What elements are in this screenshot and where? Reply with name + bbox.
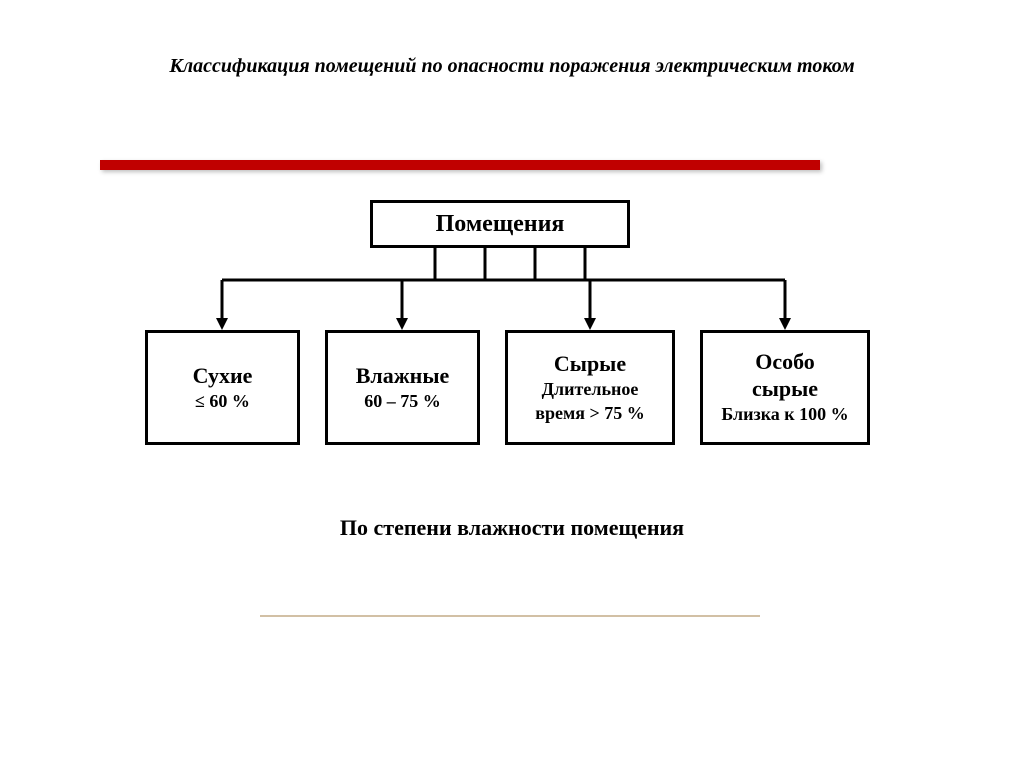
child-node-damp: Сырые Длительное время > 75 % <box>505 330 675 445</box>
child-node-very-damp: Особо сырые Близка к 100 % <box>700 330 870 445</box>
root-label: Помещения <box>436 211 565 238</box>
child-sub: время > 75 % <box>535 403 644 425</box>
child-sub: Длительное <box>542 379 639 401</box>
child-node-dry: Сухие ≤ 60 % <box>145 330 300 445</box>
accent-bar <box>100 160 820 170</box>
child-node-humid: Влажные 60 – 75 % <box>325 330 480 445</box>
classification-diagram: Помещения Сухие ≤ 60 % Влажные 60 – 75 %… <box>145 200 865 460</box>
diagram-caption: По степени влажности помещения <box>0 515 1024 541</box>
slide-title: Классификация помещений по опасности пор… <box>0 0 1024 78</box>
child-title: сырые <box>752 376 818 402</box>
bottom-divider <box>260 615 760 617</box>
root-node: Помещения <box>370 200 630 248</box>
child-title: Особо <box>755 349 815 375</box>
child-title: Влажные <box>356 363 450 389</box>
child-sub: ≤ 60 % <box>195 391 250 413</box>
child-sub: Близка к 100 % <box>721 404 848 426</box>
child-title: Сухие <box>193 363 253 389</box>
child-title: Сырые <box>554 351 626 377</box>
child-sub: 60 – 75 % <box>364 391 441 413</box>
